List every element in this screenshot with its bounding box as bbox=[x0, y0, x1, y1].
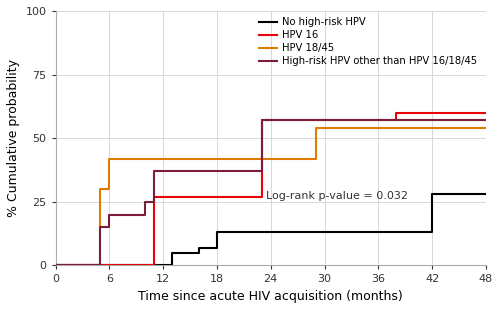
X-axis label: Time since acute HIV acquisition (months): Time since acute HIV acquisition (months… bbox=[138, 290, 403, 303]
High-risk HPV other than HPV 16/18/45 bbox=[52, 264, 59, 267]
No high-risk HPV bbox=[241, 231, 247, 234]
No high-risk HPV bbox=[196, 246, 202, 250]
High-risk HPV other than HPV 16/18/45 bbox=[259, 118, 265, 122]
High-risk HPV other than HPV 16/18/45 bbox=[133, 213, 139, 216]
HPV 16 bbox=[151, 195, 157, 199]
Line: HPV 16: HPV 16 bbox=[56, 113, 486, 265]
No high-risk HPV bbox=[394, 231, 400, 234]
HPV 16 bbox=[394, 111, 400, 115]
Text: Log-rank p-value = 0.032: Log-rank p-value = 0.032 bbox=[266, 191, 408, 201]
No high-risk HPV bbox=[169, 251, 175, 255]
Line: No high-risk HPV: No high-risk HPV bbox=[56, 194, 486, 265]
Y-axis label: % Cumulative probability: % Cumulative probability bbox=[7, 59, 20, 217]
HPV 18/45 bbox=[483, 126, 489, 130]
High-risk HPV other than HPV 16/18/45 bbox=[98, 225, 103, 229]
HPV 16 bbox=[259, 118, 265, 122]
HPV 18/45 bbox=[98, 187, 103, 191]
Legend: No high-risk HPV, HPV 16, HPV 18/45, High-risk HPV other than HPV 16/18/45: No high-risk HPV, HPV 16, HPV 18/45, Hig… bbox=[255, 13, 481, 70]
HPV 18/45 bbox=[106, 157, 112, 161]
Line: High-risk HPV other than HPV 16/18/45: High-risk HPV other than HPV 16/18/45 bbox=[56, 120, 486, 265]
High-risk HPV other than HPV 16/18/45 bbox=[142, 200, 148, 204]
No high-risk HPV bbox=[483, 192, 489, 196]
HPV 16 bbox=[52, 264, 59, 267]
No high-risk HPV bbox=[52, 264, 59, 267]
High-risk HPV other than HPV 16/18/45 bbox=[340, 118, 345, 122]
HPV 18/45 bbox=[250, 157, 256, 161]
High-risk HPV other than HPV 16/18/45 bbox=[394, 118, 400, 122]
HPV 16 bbox=[250, 195, 256, 199]
High-risk HPV other than HPV 16/18/45 bbox=[106, 213, 112, 216]
No high-risk HPV bbox=[429, 192, 435, 196]
Line: HPV 18/45: HPV 18/45 bbox=[56, 128, 486, 265]
HPV 18/45 bbox=[52, 264, 59, 267]
HPV 16 bbox=[483, 111, 489, 115]
HPV 16 bbox=[142, 264, 148, 267]
HPV 16 bbox=[340, 118, 345, 122]
No high-risk HPV bbox=[214, 231, 220, 234]
High-risk HPV other than HPV 16/18/45 bbox=[250, 170, 256, 173]
High-risk HPV other than HPV 16/18/45 bbox=[483, 118, 489, 122]
No high-risk HPV bbox=[151, 264, 157, 267]
High-risk HPV other than HPV 16/18/45 bbox=[151, 170, 157, 173]
HPV 18/45 bbox=[312, 126, 318, 130]
